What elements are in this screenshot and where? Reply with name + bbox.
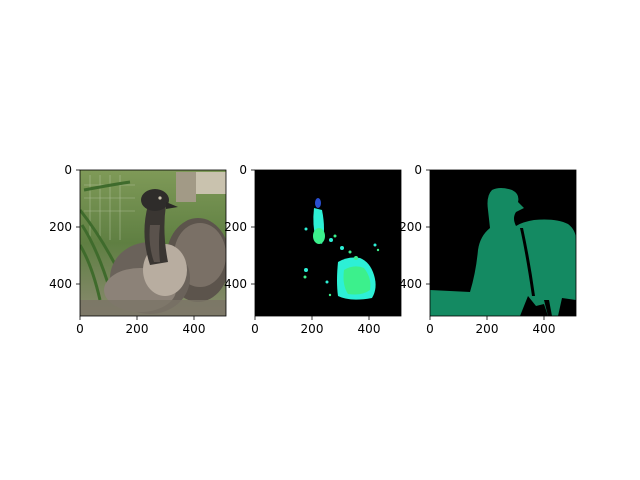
x-tick-label: 400 [533,322,556,336]
attention-panel: 0 200 400 0 200 400 [224,163,402,336]
x-tick-label: 0 [76,322,84,336]
segmentation-panel: 0 200 400 0 200 400 [399,163,577,336]
photo-panel: 0 200 400 0 200 400 [49,163,227,336]
y-tick-label: 0 [239,163,247,177]
y-tick-label: 200 [399,220,422,234]
y-tick-label: 400 [49,277,72,291]
x-tick-label: 400 [183,322,206,336]
emu-photo [80,170,226,316]
x-tick-label: 200 [476,322,499,336]
attention-map [255,170,401,316]
segmentation-mask [430,170,576,316]
x-tick-label: 200 [126,322,149,336]
y-tick-label: 200 [224,220,247,234]
x-tick-label: 400 [358,322,381,336]
y-tick-label: 0 [64,163,72,177]
x-tick-label: 0 [426,322,434,336]
y-tick-label: 400 [399,277,422,291]
y-tick-label: 0 [414,163,422,177]
y-tick-label: 400 [224,277,247,291]
x-tick-label: 200 [301,322,324,336]
x-tick-label: 0 [251,322,259,336]
y-tick-label: 200 [49,220,72,234]
